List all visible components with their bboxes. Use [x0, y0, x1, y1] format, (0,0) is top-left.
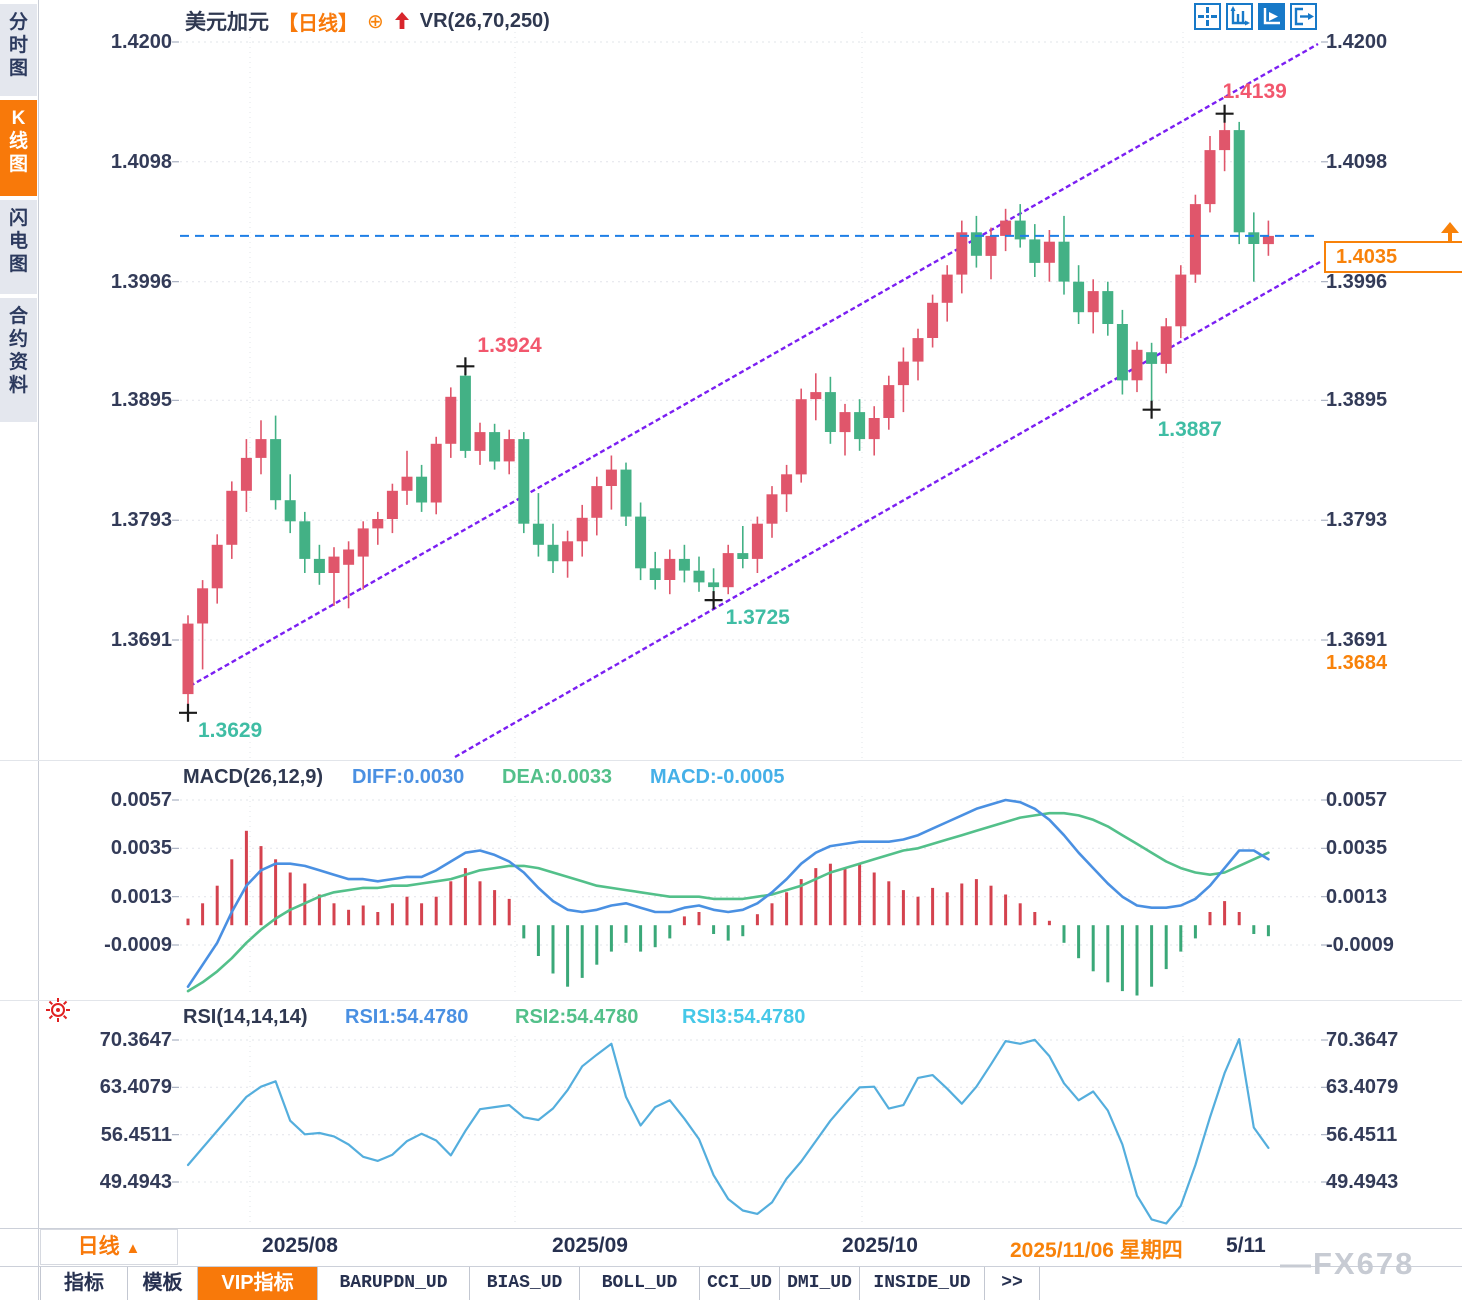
chart-type-sidebar: 分时图 K线图 闪电图 合约资料 — [0, 0, 39, 1300]
macd-dea-readout: DEA:0.0033 — [502, 766, 613, 788]
partial-date-label: 5/11 — [1226, 1234, 1266, 1257]
crosshair-pan-icon[interactable] — [1194, 3, 1221, 30]
indicator-tab-bias_ud[interactable]: BIAS_UD — [470, 1267, 580, 1300]
x-axis-month-label: 2025/10 — [842, 1234, 918, 1257]
x-axis-month-label: 2025/09 — [552, 1234, 628, 1257]
indicator-tab-cci_ud[interactable]: CCI_UD — [700, 1267, 780, 1300]
x-axis-month-label: 2025/08 — [262, 1234, 338, 1257]
highlighted-date-label: 2025/11/06 星期四 — [1010, 1234, 1183, 1264]
macd-params-label: MACD(26,12,9) — [183, 766, 324, 788]
panel-divider — [0, 1266, 1462, 1267]
symbol-name: 美元加元 — [185, 11, 269, 34]
indicator-alert-icon — [46, 998, 70, 1022]
watermark: —FX678 — [1280, 1246, 1415, 1281]
current-price-badge: 1.4035 — [1324, 241, 1462, 273]
axis-play-icon[interactable] — [1258, 3, 1285, 30]
chart-header: 美元加元 【日线】 ⊕ VR(26,70,250) — [185, 6, 550, 36]
sidebar-item-flash-chart[interactable]: 闪电图 — [0, 200, 37, 294]
indicator-tab-vip指标[interactable]: VIP指标 — [198, 1267, 318, 1300]
macd-value-readout: MACD:-0.0005 — [650, 766, 785, 788]
overlay-indicator-label: VR(26,70,250) — [419, 9, 550, 32]
rsi2-readout: RSI2:54.4780 — [515, 1006, 639, 1028]
panel-divider — [0, 1000, 1462, 1001]
sidebar-item-time-chart[interactable]: 分时图 — [0, 4, 37, 96]
rsi1-readout: RSI1:54.4780 — [345, 1006, 469, 1028]
indicator-tab->>[interactable]: >> — [985, 1267, 1040, 1300]
indicator-tab-inside_ud[interactable]: INSIDE_UD — [860, 1267, 985, 1300]
axis-scale-icon[interactable] — [1226, 3, 1253, 30]
exit-right-icon[interactable] — [1290, 3, 1317, 30]
indicator-tab-barupdn_ud[interactable]: BARUPDN_UD — [318, 1267, 470, 1300]
macd-diff-readout: DIFF:0.0030 — [352, 766, 465, 788]
indicator-tab-bar: 指标 模板 VIP指标 BARUPDN_UD BIAS_UD BOLL_UD CCI_UD D… — [40, 1267, 1040, 1300]
indicator-tab-模板[interactable]: 模板 — [128, 1267, 198, 1300]
panel-divider — [0, 1228, 1462, 1229]
chevron-up-icon: ▲ — [125, 1240, 141, 1257]
rsi3-readout: RSI3:54.4780 — [682, 1006, 806, 1028]
rsi-params-label: RSI(14,14,14) — [183, 1006, 308, 1028]
indicator-tab-dmi_ud[interactable]: DMI_UD — [780, 1267, 860, 1300]
period-tag: 【日线】 — [278, 12, 358, 35]
add-indicator-icon[interactable]: ⊕ — [367, 10, 384, 33]
period-selector-button[interactable]: 日线 ▲ — [40, 1229, 178, 1265]
panel-divider — [0, 760, 1462, 761]
sidebar-item-contract-info[interactable]: 合约资料 — [0, 298, 37, 422]
indicator-tab-boll_ud[interactable]: BOLL_UD — [580, 1267, 700, 1300]
sidebar-item-kline-chart[interactable]: K线图 — [0, 100, 37, 196]
chart-toolbar — [1194, 3, 1317, 30]
up-arrow-icon — [394, 12, 409, 29]
indicator-tab-指标[interactable]: 指标 — [40, 1267, 128, 1300]
